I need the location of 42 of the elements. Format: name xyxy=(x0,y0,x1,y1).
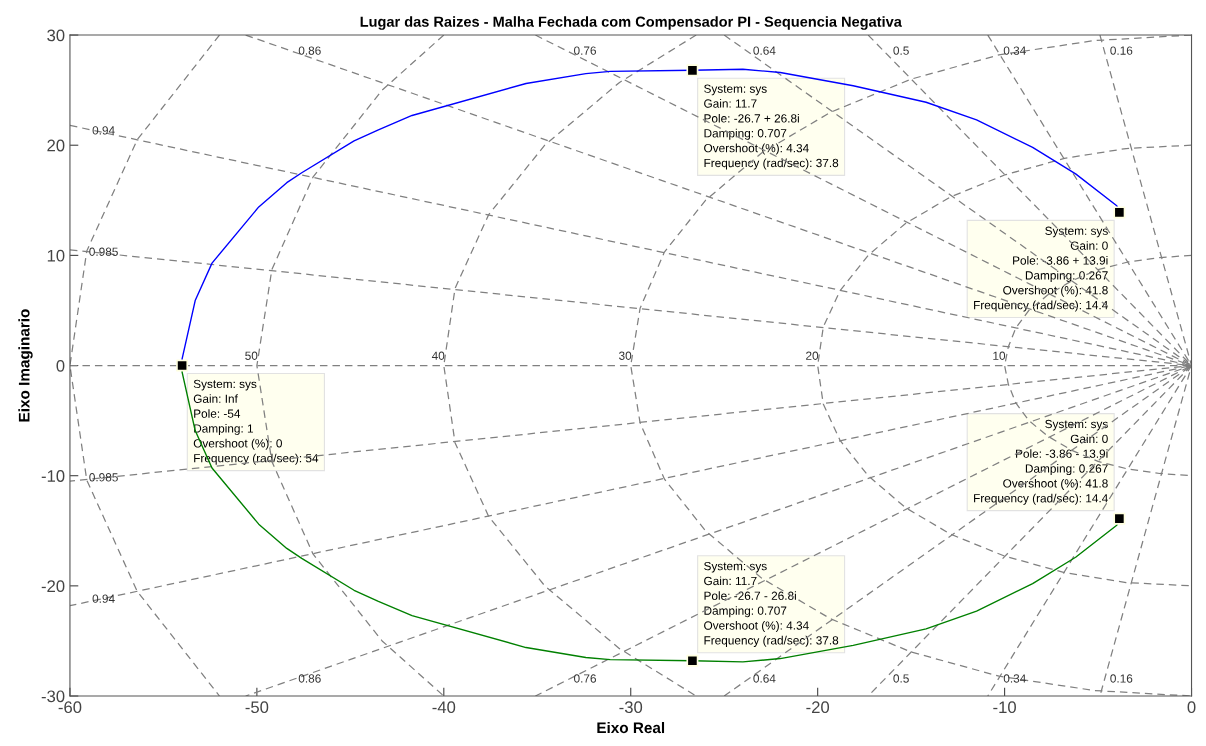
text: 0.86 xyxy=(298,46,321,55)
series-label: 0.985 xyxy=(89,247,118,256)
annotation: System: sys Gain: 0 Pole: -3.86 - 13.9i Damping: 0.267 Overshoot (%): 41.8 Frequency (rad/sec): 14.4 xyxy=(974,419,1108,505)
x-tick-label: -40 xyxy=(432,701,456,714)
text: 0.76 xyxy=(574,674,596,683)
x-tick-label: -10 xyxy=(993,701,1016,714)
y-tick-label: 20 xyxy=(47,139,65,152)
series-label: 0.86 xyxy=(298,674,321,683)
y-axis-title: Eixo Imaginario xyxy=(18,309,33,422)
series-label: 0.64 xyxy=(753,46,776,55)
y-tick-label: -30 xyxy=(41,690,65,703)
chart-title: Lugar das Raizes - Malha Fechada com Compensador PI - Sequencia Negativa xyxy=(360,16,902,30)
y-tick-label: -20 xyxy=(41,580,65,593)
series-label: 50 xyxy=(245,351,258,360)
y-tick-label: 10 xyxy=(47,249,65,262)
series-label: 0.76 xyxy=(574,46,596,55)
annotation: System: sys Gain: 0 Pole: -3.86 + 13.9i Damping: 0.267 Overshoot (%): 41.8 Frequency (rad/sec): 14.4 xyxy=(974,226,1108,312)
text: 0.16 xyxy=(1110,46,1133,55)
text: 0.5 xyxy=(893,46,909,55)
text: 0.34 xyxy=(1003,46,1026,55)
series-label: 10 xyxy=(993,351,1006,360)
series-label: 40 xyxy=(431,351,445,360)
x-tick-label: 0 xyxy=(1187,701,1196,714)
x-tick-label: -30 xyxy=(619,701,643,714)
annotation: System: sys Gain: 11.7 Pole: -26.7 + 26.8i Damping: 0.707 Overshoot (%): 4.34 Frequency (rad/sec): 37.8 xyxy=(704,84,839,170)
text: 0.94 xyxy=(92,594,115,603)
x-tick-label: -50 xyxy=(245,701,269,714)
y-tick-label: 30 xyxy=(47,29,65,42)
y-tick-label: -10 xyxy=(41,470,65,482)
series-label: 0.16 xyxy=(1110,674,1133,683)
text: 0.985 xyxy=(89,473,118,482)
series-label: 0.5 xyxy=(893,674,909,683)
x-axis-title: Eixo Real xyxy=(597,721,665,734)
y-tick-label: 0 xyxy=(56,359,65,372)
series-label: 20 xyxy=(806,351,819,360)
series-label: 0.94 xyxy=(92,126,115,135)
text: 0.64 xyxy=(753,674,776,683)
series-label: 30 xyxy=(619,351,632,360)
series-label: 0.34 xyxy=(1003,674,1026,683)
x-tick-label: -20 xyxy=(806,701,830,714)
x-tick-label: -60 xyxy=(58,701,82,714)
annotation: System: sys Gain: 11.7 Pole: -26.7 - 26.8i Damping: 0.707 Overshoot (%): 4.34 Frequency (rad/sec): 37.8 xyxy=(704,561,839,647)
